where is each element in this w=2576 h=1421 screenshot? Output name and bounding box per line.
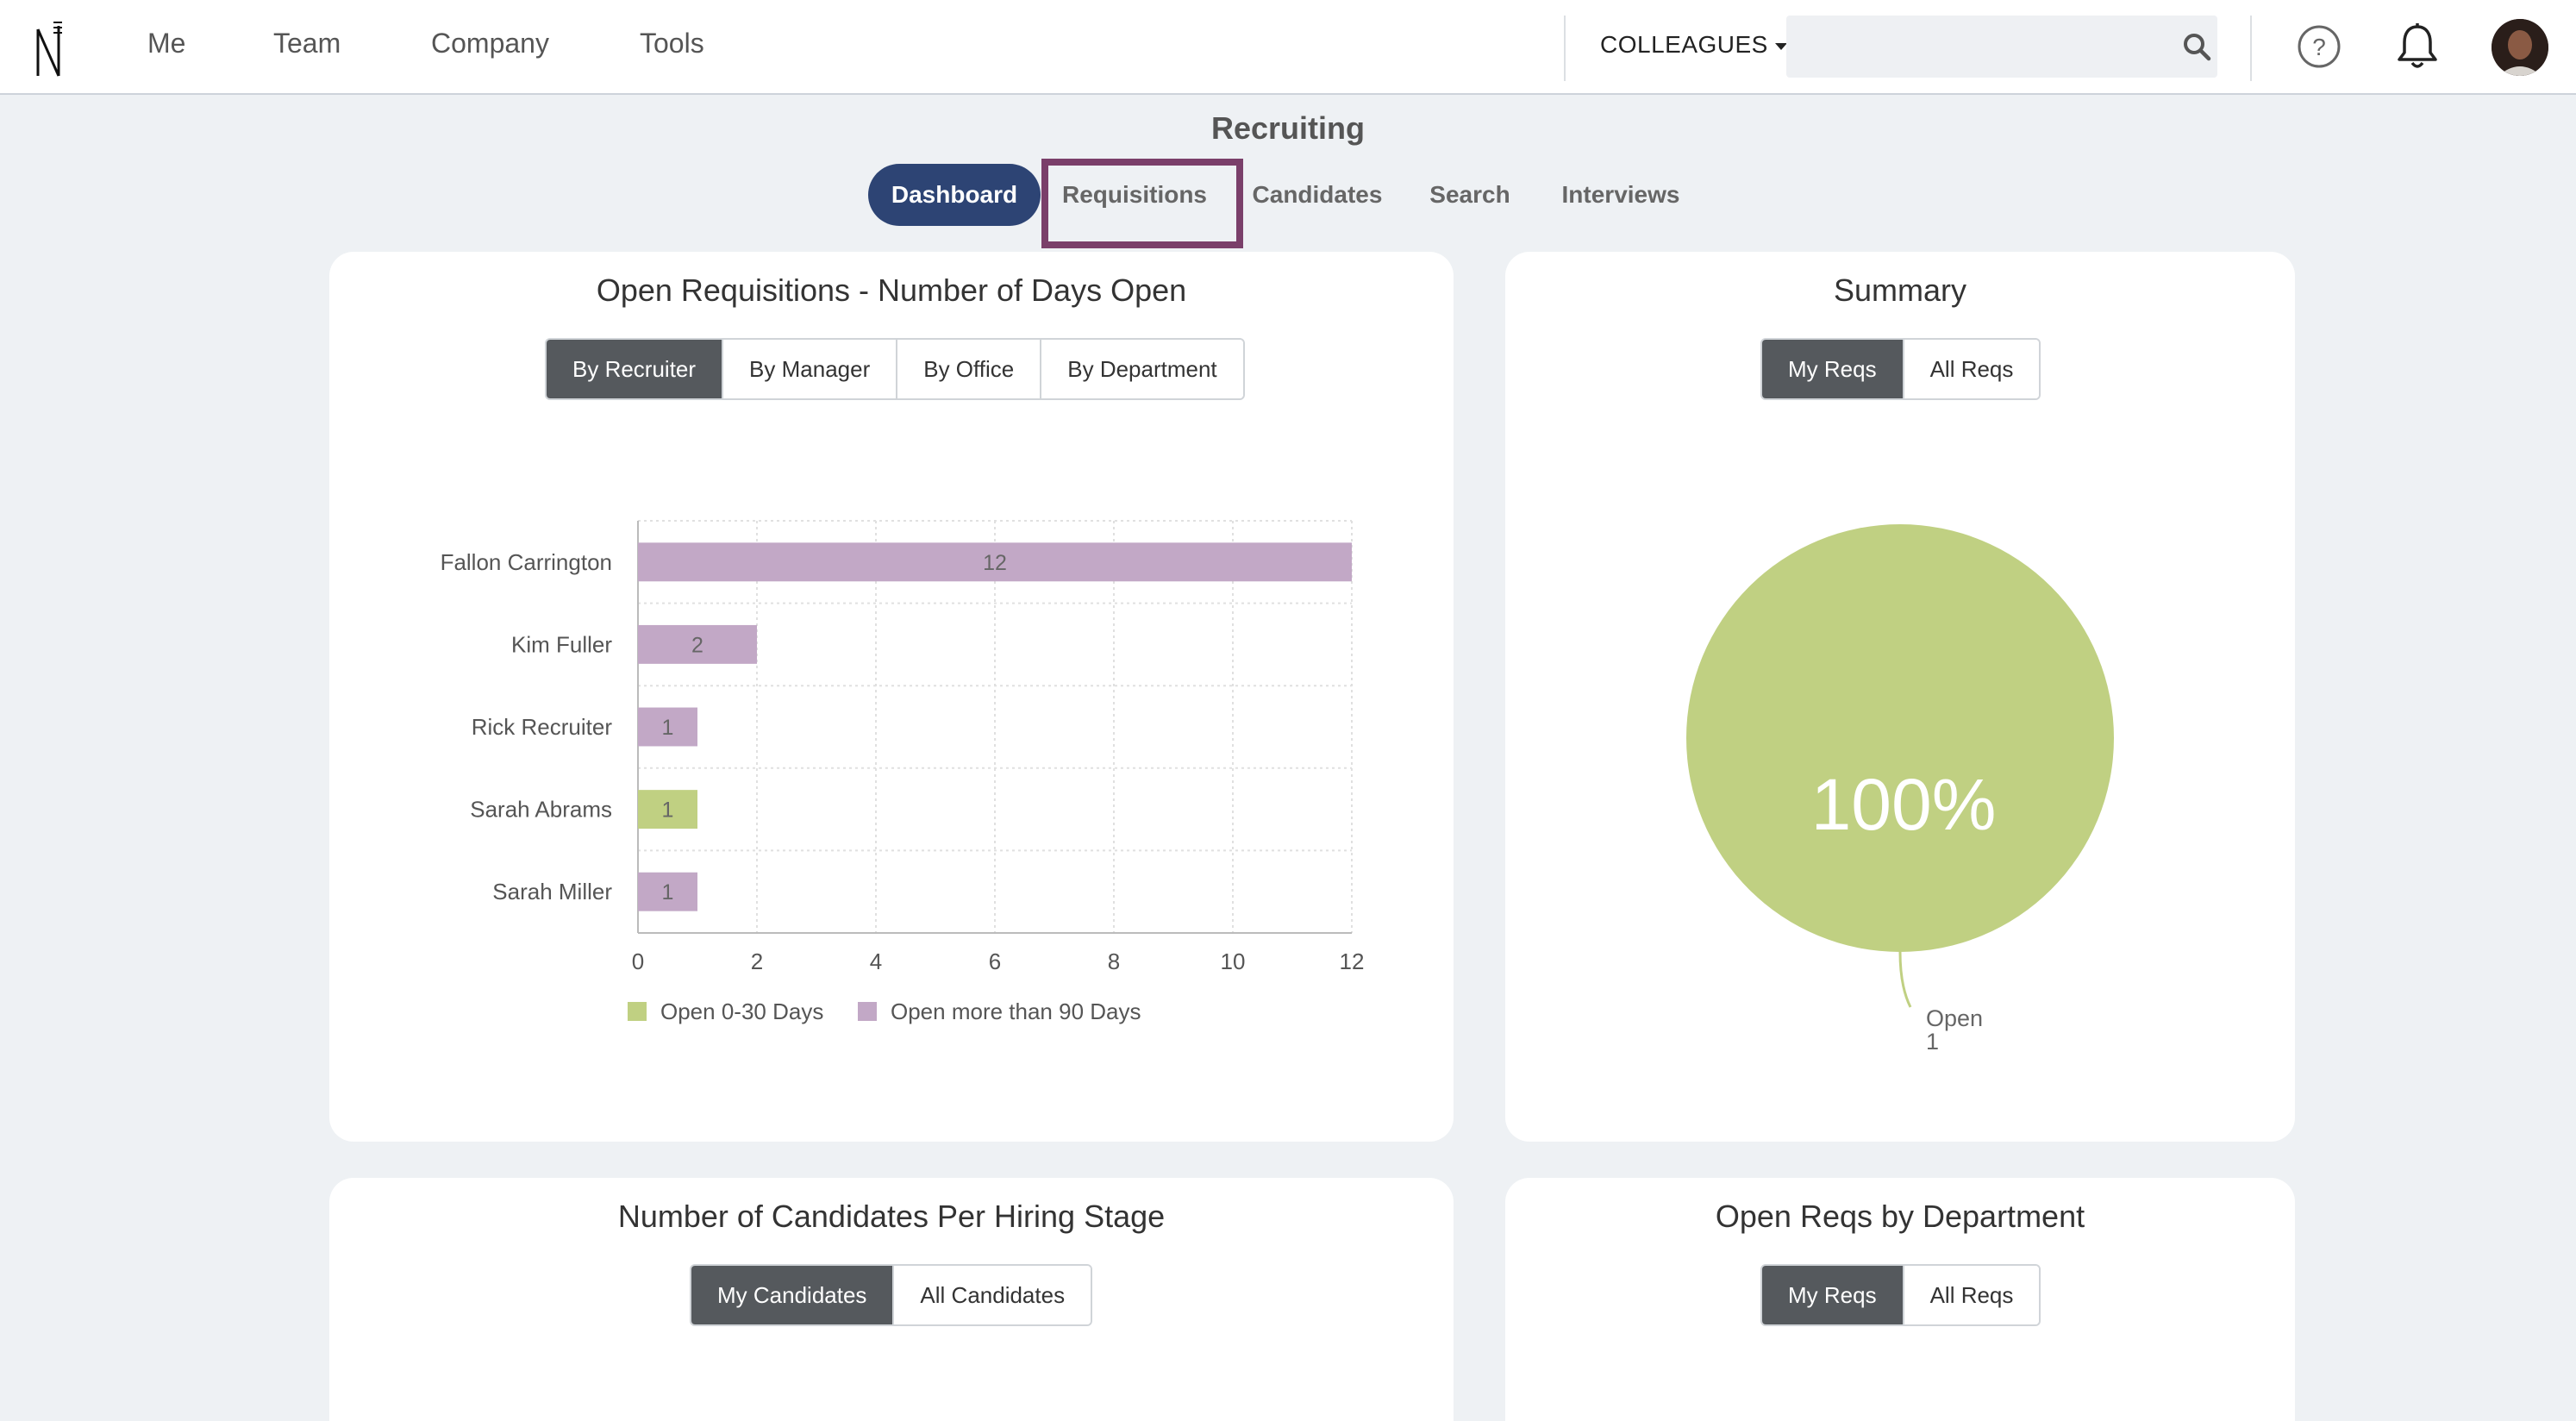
all-reqs-button[interactable]: All Reqs bbox=[1902, 1266, 2040, 1324]
card-title: Open Reqs by Department bbox=[1715, 1199, 2085, 1234]
grouping-button-group: By Recruiter By Manager By Office By Dep… bbox=[545, 338, 1245, 400]
open-requisitions-card: Open Requisitions - Number of Days Open … bbox=[329, 252, 1454, 1142]
x-tick-label: 2 bbox=[751, 948, 763, 974]
all-candidates-button[interactable]: All Candidates bbox=[892, 1266, 1091, 1324]
pie-legend-value: 1 bbox=[1926, 1029, 1939, 1055]
card-title: Open Requisitions - Number of Days Open bbox=[596, 272, 1187, 308]
colleagues-label: COLLEAGUES bbox=[1600, 31, 1768, 58]
bar[interactable] bbox=[638, 542, 1352, 582]
tab-interviews[interactable]: Interviews bbox=[1561, 181, 1680, 208]
bar-data-label: 2 bbox=[691, 633, 703, 657]
bar-data-label: 12 bbox=[983, 551, 1007, 575]
category-label: Rick Recruiter bbox=[472, 714, 613, 740]
x-tick-label: 10 bbox=[1221, 948, 1246, 974]
requisitions-tab-highlight bbox=[1041, 159, 1243, 248]
category-label: Sarah Abrams bbox=[470, 797, 612, 823]
svg-text:?: ? bbox=[2312, 34, 2326, 60]
x-tick-label: 12 bbox=[1340, 948, 1365, 974]
summary-pie-chart: 100% Open 1 bbox=[1686, 524, 2114, 1055]
candidates-per-stage-card: Number of Candidates Per Hiring Stage My… bbox=[329, 1178, 1454, 1421]
my-reqs-button[interactable]: My Reqs bbox=[1762, 1266, 1903, 1324]
bar-data-label: 1 bbox=[662, 798, 674, 823]
by-manager-button[interactable]: By Manager bbox=[722, 340, 897, 398]
tab-requisitions[interactable]: Requisitions bbox=[1061, 181, 1207, 208]
my-candidates-button[interactable]: My Candidates bbox=[691, 1266, 893, 1324]
search-input[interactable] bbox=[1786, 16, 2217, 78]
tab-dashboard[interactable]: Dashboard bbox=[868, 164, 1041, 226]
nav-item-company[interactable]: Company bbox=[431, 28, 549, 59]
pie-leader-line bbox=[1898, 951, 1912, 1008]
pie-legend-name: Open bbox=[1926, 1005, 1983, 1031]
top-navigation-bar: Me Team Company Tools COLLEAGUES ? bbox=[0, 0, 2576, 95]
bar[interactable] bbox=[638, 872, 697, 911]
legend-swatch bbox=[628, 1002, 647, 1021]
pie-percent-label: 100% bbox=[1811, 764, 1997, 845]
divider bbox=[2250, 16, 2252, 81]
colleagues-dropdown[interactable]: COLLEAGUES bbox=[1600, 31, 1787, 59]
nav-item-me[interactable]: Me bbox=[147, 28, 186, 59]
reqs-scope-button-group: My Reqs All Reqs bbox=[1760, 338, 2041, 400]
bar-data-label: 1 bbox=[662, 716, 674, 740]
legend-label[interactable]: Open 0-30 Days bbox=[660, 998, 823, 1024]
page-title: Recruiting bbox=[1210, 110, 1365, 146]
nav-item-tools[interactable]: Tools bbox=[640, 28, 704, 59]
user-photo bbox=[2492, 19, 2548, 76]
dept-reqs-scope-button-group: My Reqs All Reqs bbox=[1760, 1264, 2041, 1326]
summary-card: Summary My Reqs All Reqs 100% Open 1 bbox=[1505, 252, 2295, 1142]
x-tick-label: 4 bbox=[870, 948, 882, 974]
all-reqs-button[interactable]: All Reqs bbox=[1902, 340, 2040, 398]
open-reqs-by-department-card: Open Reqs by Department My Reqs All Reqs bbox=[1505, 1178, 2295, 1421]
logo-icon[interactable] bbox=[33, 19, 67, 79]
tab-search[interactable]: Search bbox=[1429, 181, 1510, 208]
category-label: Sarah Miller bbox=[492, 879, 612, 905]
bar[interactable] bbox=[638, 624, 757, 664]
tab-candidates[interactable]: Candidates bbox=[1252, 181, 1383, 208]
by-office-button[interactable]: By Office bbox=[896, 340, 1041, 398]
x-tick-label: 8 bbox=[1108, 948, 1120, 974]
nav-item-team[interactable]: Team bbox=[273, 28, 341, 59]
avatar[interactable] bbox=[2492, 19, 2548, 76]
my-reqs-button[interactable]: My Reqs bbox=[1762, 340, 1903, 398]
legend-label[interactable]: Open more than 90 Days bbox=[891, 998, 1141, 1024]
bar-data-label: 1 bbox=[662, 880, 674, 905]
x-tick-label: 0 bbox=[632, 948, 644, 974]
pie-slice-open[interactable] bbox=[1686, 524, 2114, 952]
bar[interactable] bbox=[638, 707, 697, 747]
notifications-bell-icon[interactable] bbox=[2395, 22, 2440, 71]
help-icon[interactable]: ? bbox=[2297, 24, 2342, 69]
x-tick-label: 6 bbox=[989, 948, 1001, 974]
category-label: Kim Fuller bbox=[511, 631, 612, 657]
card-title: Number of Candidates Per Hiring Stage bbox=[617, 1199, 1166, 1234]
candidates-scope-button-group: My Candidates All Candidates bbox=[690, 1264, 1093, 1326]
search-box bbox=[1786, 16, 2217, 78]
card-title: Summary bbox=[1833, 272, 1967, 308]
search-icon[interactable] bbox=[2181, 31, 2212, 62]
by-recruiter-button[interactable]: By Recruiter bbox=[547, 340, 722, 398]
legend-swatch bbox=[858, 1002, 877, 1021]
caret-down-icon bbox=[1774, 42, 1787, 50]
divider bbox=[1564, 16, 1566, 81]
bar[interactable] bbox=[638, 790, 697, 829]
category-label: Fallon Carrington bbox=[441, 549, 612, 575]
by-department-button[interactable]: By Department bbox=[1040, 340, 1243, 398]
